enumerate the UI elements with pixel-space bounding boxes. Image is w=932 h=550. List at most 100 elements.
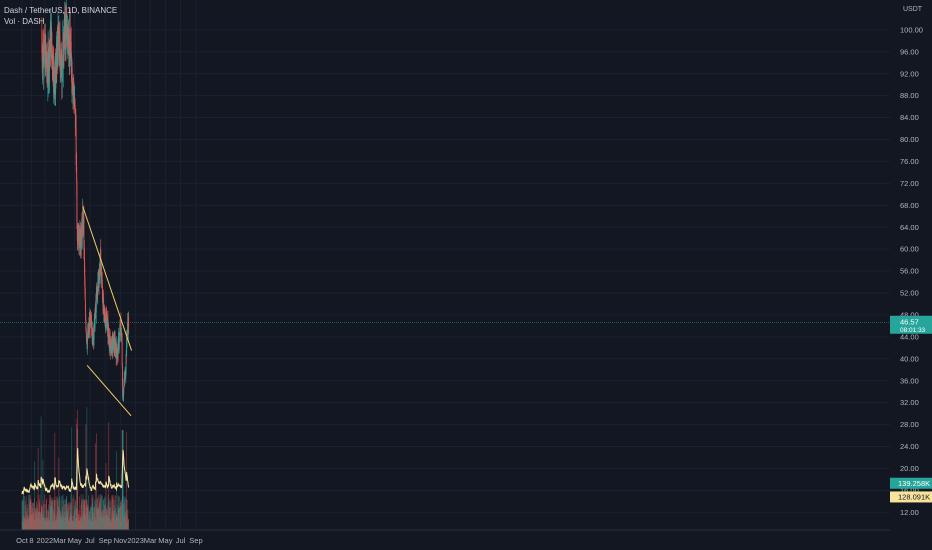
volume-bar <box>106 515 108 530</box>
symbol-title[interactable]: Dash / TetherUS, 1D, BINANCE <box>4 6 118 15</box>
candle-body <box>105 316 107 324</box>
volume-bar <box>97 508 99 530</box>
volume-bar <box>124 505 126 530</box>
volume-bar <box>29 499 31 530</box>
volume-bar <box>113 511 114 530</box>
volume-bar <box>63 513 65 530</box>
y-tick-label: 24.00 <box>900 442 919 451</box>
volume-bar <box>38 512 40 530</box>
trendlines[interactable] <box>82 206 133 417</box>
candle-body <box>53 60 55 84</box>
volume-bar <box>86 500 88 530</box>
candle-body <box>49 45 51 49</box>
volume-bar <box>24 518 26 530</box>
volume-bar <box>52 499 54 530</box>
candle-body <box>116 343 118 352</box>
x-tick-label: 8 <box>29 536 33 545</box>
volume-bar <box>100 499 101 530</box>
volume-bar <box>49 498 51 530</box>
volume-bar <box>63 500 64 530</box>
volume-bar <box>61 514 62 530</box>
volume-bar <box>83 499 85 530</box>
candle-body <box>80 230 82 251</box>
volume-bar <box>68 502 69 530</box>
volume-bar <box>108 506 110 530</box>
volume-bar <box>94 517 96 530</box>
volume-bar <box>49 505 51 530</box>
volume-bar <box>64 504 65 530</box>
volume-bar <box>63 498 65 530</box>
volume-bar <box>31 502 33 530</box>
y-tick-label: 84.00 <box>900 113 919 122</box>
volume-bar <box>37 494 39 530</box>
volume-bar <box>107 501 109 530</box>
volume-bar <box>109 499 111 530</box>
trendline-upper <box>82 206 133 351</box>
volume-bar <box>81 499 83 530</box>
volume-bar <box>121 497 123 530</box>
volume-bar <box>91 499 93 530</box>
candle-body <box>112 344 114 348</box>
volume-bar <box>24 518 26 530</box>
volume-bar <box>114 505 116 530</box>
volume-bar <box>48 512 49 530</box>
volume-bar <box>34 497 35 530</box>
price-axis-panel[interactable] <box>890 0 932 550</box>
volume-bar <box>60 513 61 530</box>
y-tick-label: 60.00 <box>900 245 919 254</box>
candle-body <box>126 337 128 357</box>
price-axis-unit: USDT <box>903 6 923 13</box>
candle-body <box>85 331 87 337</box>
volume-bar <box>117 517 118 530</box>
candle-body <box>85 319 87 330</box>
volume-bar <box>28 517 30 530</box>
volume-bar <box>50 510 52 530</box>
volume-bar <box>55 521 56 530</box>
volume-bar <box>123 503 125 530</box>
volume-indicator-title[interactable]: Vol · DASH <box>4 17 45 26</box>
volume-bar <box>93 521 94 530</box>
volume-bar <box>48 494 50 530</box>
volume-bar <box>92 506 94 530</box>
volume-bar <box>116 514 118 530</box>
volume-bar <box>50 494 51 530</box>
volume-bar <box>110 506 112 530</box>
volume-bar <box>62 518 64 530</box>
volume-bar <box>113 513 115 530</box>
volume-bar <box>105 515 106 530</box>
volume-bar <box>101 495 103 530</box>
volume-bar <box>53 509 54 530</box>
candle-body <box>83 247 85 262</box>
volume-bar <box>83 505 85 530</box>
volume-bar <box>106 509 108 530</box>
volume-bar <box>36 504 38 530</box>
price-axis: 12.00 16.00 20.00 24.00 28.00 32.00 36.00 40.00… <box>900 25 923 517</box>
candle-body <box>118 334 120 343</box>
y-tick-label: 28.00 <box>900 420 919 429</box>
time-axis-panel[interactable] <box>0 530 932 550</box>
volume-bar <box>79 496 80 530</box>
candle-body <box>71 54 72 74</box>
x-tick-label: 2023 <box>127 536 144 545</box>
y-tick-label: 96.00 <box>900 47 919 56</box>
volume-bar <box>126 517 128 530</box>
volume-bar <box>105 503 107 530</box>
volume-bar <box>80 505 82 530</box>
volume-bar <box>84 507 86 530</box>
candle-body <box>95 293 97 313</box>
volume-bar <box>52 497 54 530</box>
y-tick-label: 52.00 <box>900 289 919 298</box>
volume-bar <box>122 430 124 530</box>
volume-bar <box>46 521 48 530</box>
candle-body <box>83 217 85 246</box>
volume-bar <box>86 507 88 530</box>
volume-bar <box>96 508 98 530</box>
volume-bar <box>28 494 29 530</box>
volume-bar <box>80 494 82 530</box>
volume-bar <box>79 517 81 530</box>
volume-bar <box>119 505 121 530</box>
volume-bar <box>74 499 76 530</box>
volume-bar <box>51 506 53 530</box>
